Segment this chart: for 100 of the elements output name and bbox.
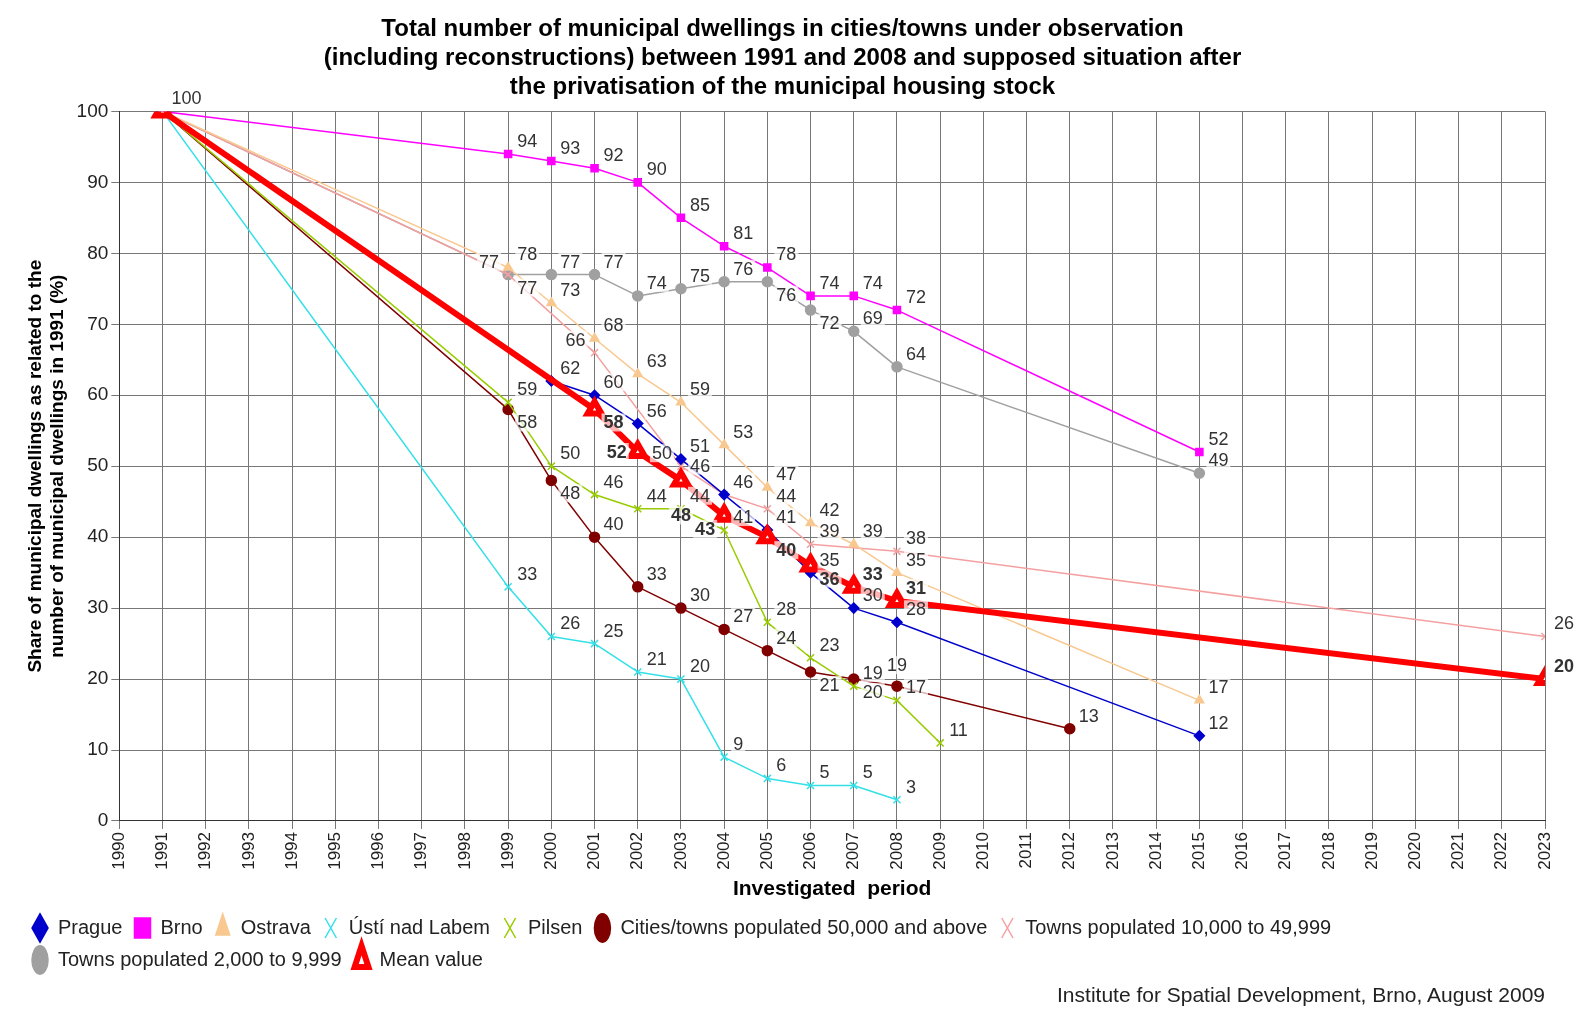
data-label: 5 <box>862 762 873 783</box>
legend-label: Brno <box>160 915 203 938</box>
legend-label: Pilsen <box>527 915 583 938</box>
data-label: 69 <box>862 308 883 329</box>
data-label: 74 <box>862 272 883 293</box>
x-tick-label: 2018 <box>1318 831 1338 870</box>
x-tick-label: 2005 <box>757 831 777 870</box>
data-label: 76 <box>733 258 754 279</box>
data-label: 74 <box>819 272 840 293</box>
x-tick-label: 2006 <box>800 831 820 870</box>
data-label: 77 <box>560 251 581 272</box>
data-label: 68 <box>603 315 624 336</box>
data-label: 85 <box>689 194 710 215</box>
legend-label: Towns populated 10,000 to 49,999 <box>1025 915 1332 938</box>
data-label: 35 <box>819 549 840 570</box>
data-label: 39 <box>862 521 883 542</box>
data-label: 46 <box>690 455 711 476</box>
x-tick-label: 2010 <box>973 831 993 870</box>
data-label: 25 <box>603 620 624 641</box>
x-tick-label: 2004 <box>713 831 733 870</box>
x-tick-label: 2001 <box>584 831 604 870</box>
legend-label: Ostrava <box>240 915 312 938</box>
data-label: 56 <box>646 400 667 421</box>
data-label: 52 <box>1208 428 1229 449</box>
data-label: 20 <box>1554 656 1575 677</box>
data-label: 36 <box>819 568 840 589</box>
data-label: 33 <box>646 563 667 584</box>
data-label: 30 <box>862 585 883 606</box>
data-label: 33 <box>862 563 883 584</box>
data-label: 13 <box>1078 705 1099 726</box>
data-label: 77 <box>603 251 624 272</box>
data-label: 74 <box>646 272 667 293</box>
data-label: 41 <box>733 507 754 528</box>
data-label: 27 <box>733 606 754 627</box>
data-label: 94 <box>517 130 538 151</box>
data-label: 78 <box>517 244 538 265</box>
data-label: 50 <box>651 443 672 464</box>
y-tick-label: 60 <box>87 383 109 405</box>
x-tick-label: 1996 <box>368 831 388 870</box>
data-label: 46 <box>733 471 754 492</box>
data-label: 40 <box>776 540 797 561</box>
data-label: 41 <box>776 507 797 528</box>
y-tick-label: 90 <box>87 170 109 192</box>
data-label: 19 <box>862 663 883 684</box>
data-label: 43 <box>695 518 716 539</box>
x-tick-label: 2015 <box>1189 831 1209 870</box>
data-label: 78 <box>776 244 797 265</box>
data-label: 35 <box>905 549 926 570</box>
data-label: 17 <box>905 677 926 698</box>
data-label: 9 <box>733 734 744 755</box>
data-label: 51 <box>689 436 710 457</box>
x-tick-label: 2000 <box>541 831 561 870</box>
x-tick-label: 2023 <box>1534 831 1554 870</box>
data-label: 50 <box>560 443 581 464</box>
x-tick-label: 1993 <box>238 831 258 870</box>
y-tick-label: 50 <box>87 454 109 476</box>
data-label: 3 <box>905 776 916 797</box>
x-tick-label: 1990 <box>108 831 128 870</box>
data-label: 90 <box>646 159 667 180</box>
data-label: 33 <box>517 563 538 584</box>
x-tick-label: 2017 <box>1275 831 1295 870</box>
y-tick-label: 0 <box>97 809 109 831</box>
data-label: 11 <box>949 719 968 740</box>
data-label: 21 <box>819 674 840 695</box>
data-label: 72 <box>819 313 840 334</box>
x-tick-label: 2020 <box>1405 831 1425 870</box>
data-label: 17 <box>1208 677 1229 698</box>
x-tick-label: 1994 <box>281 831 301 870</box>
data-label: 28 <box>776 599 797 620</box>
x-tick-label: 2013 <box>1102 831 1122 870</box>
data-label: 76 <box>776 284 797 305</box>
text: Institute for Spatial Development, Brno, August 2009 <box>1057 983 1545 1007</box>
y-tick-label: 30 <box>87 596 109 618</box>
legend-label: Ústí nad Labem <box>348 915 490 938</box>
data-label: 53 <box>733 421 754 442</box>
data-label: 26 <box>560 613 581 634</box>
data-label: 39 <box>819 521 840 542</box>
data-label: 63 <box>646 350 667 371</box>
data-label: 26 <box>1554 613 1575 634</box>
x-tick-label: 1992 <box>195 831 215 870</box>
data-label: 62 <box>560 358 581 379</box>
x-tick-label: 2021 <box>1448 831 1468 870</box>
data-label: 72 <box>905 287 926 308</box>
x-tick-label: 2008 <box>886 831 906 870</box>
data-label: 59 <box>689 379 710 400</box>
x-tick-label: 2019 <box>1361 831 1381 870</box>
x-tick-label: 2009 <box>929 831 949 870</box>
data-label: 44 <box>646 485 667 506</box>
data-label: 21 <box>646 648 667 669</box>
data-label: 6 <box>776 755 787 776</box>
legend-label: Towns populated 2,000 to 9,999 <box>58 947 342 970</box>
data-label: 60 <box>603 372 624 393</box>
legend-label: Mean value <box>379 947 483 970</box>
data-label: 44 <box>689 485 710 506</box>
data-label: 75 <box>689 265 710 286</box>
data-label: 49 <box>1208 450 1229 471</box>
x-tick-label: 1998 <box>454 831 474 870</box>
data-label: 30 <box>689 585 710 606</box>
x-tick-label: 1997 <box>411 831 431 870</box>
data-label: 64 <box>905 343 926 364</box>
